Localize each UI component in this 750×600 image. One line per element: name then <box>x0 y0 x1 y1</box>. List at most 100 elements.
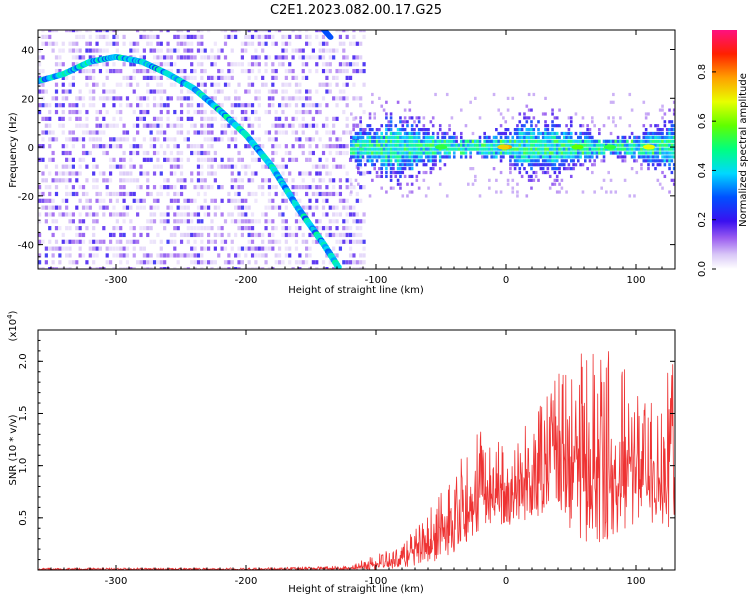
heatmap-cell <box>196 130 201 135</box>
heatmap-cell <box>237 62 241 67</box>
heatmap-cell <box>569 159 573 163</box>
heatmap-cell <box>98 109 103 115</box>
heatmap-cell <box>488 139 491 143</box>
heatmap-cell <box>125 253 130 258</box>
heatmap-cell <box>532 128 536 132</box>
heatmap-cell <box>469 100 472 104</box>
heatmap-cell <box>301 219 305 224</box>
heatmap-cell <box>68 137 72 142</box>
heatmap-cell <box>588 128 592 132</box>
heatmap-cell <box>408 143 412 147</box>
heatmap-cell <box>389 151 393 155</box>
heatmap-cell <box>129 41 133 46</box>
heatmap-cell <box>108 171 113 176</box>
heatmap-cell <box>271 198 275 203</box>
heatmap-xtick-label: 0 <box>503 275 509 286</box>
heatmap-cell <box>544 112 547 116</box>
heatmap-cell <box>277 144 282 149</box>
heatmap-cell <box>633 194 636 198</box>
heatmap-cell <box>267 246 272 251</box>
heatmap-cell <box>166 253 170 258</box>
heatmap-hotspot <box>604 144 616 150</box>
heatmap-cell <box>51 267 55 269</box>
heatmap-cell <box>315 171 319 176</box>
heatmap-cell <box>105 191 109 197</box>
heatmap-cell <box>359 239 363 244</box>
heatmap-cell <box>54 103 59 108</box>
heatmap-cell <box>321 41 326 46</box>
heatmap-cell <box>115 226 119 231</box>
heatmap-cell <box>183 185 187 190</box>
heatmap-cell <box>616 147 620 151</box>
heatmap-cell <box>574 112 578 116</box>
heatmap-cell <box>105 205 109 210</box>
heatmap-cell <box>230 198 234 203</box>
heatmap-cell <box>523 131 526 136</box>
heatmap-cell <box>410 116 414 120</box>
heatmap-cell <box>146 226 150 231</box>
heatmap-cell <box>75 239 79 244</box>
heatmap-cell <box>389 135 393 140</box>
heatmap-cell <box>115 164 119 169</box>
heatmap-cell <box>179 219 184 224</box>
heatmap-cell <box>572 167 575 171</box>
heatmap-cell <box>642 124 646 128</box>
heatmap-cell <box>598 131 601 136</box>
heatmap-cell <box>396 163 400 167</box>
heatmap-cell <box>234 253 238 258</box>
heatmap-cell <box>558 170 561 175</box>
heatmap-cell <box>548 163 552 167</box>
heatmap-cell <box>223 75 228 80</box>
heatmap-cell <box>527 147 531 151</box>
heatmap-cell <box>115 41 119 46</box>
heatmap-cell <box>352 123 356 128</box>
heatmap-cell <box>71 62 75 67</box>
heatmap-cell <box>541 131 545 136</box>
heatmap-cell <box>65 144 69 149</box>
heatmap-cell <box>274 30 278 33</box>
heatmap-cell <box>551 128 554 132</box>
heatmap-cell <box>375 131 379 136</box>
heatmap-cell <box>257 30 261 33</box>
heatmap-cell <box>530 124 533 128</box>
heatmap-cell <box>325 253 329 258</box>
heatmap-cell <box>200 82 204 87</box>
heatmap-cell <box>345 82 349 87</box>
heatmap-cell <box>520 163 524 167</box>
heatmap-cell <box>670 120 674 124</box>
heatmap-cell <box>48 239 52 244</box>
heatmap-cell <box>642 147 646 151</box>
heatmap-cell <box>399 163 402 167</box>
heatmap-cell <box>471 139 475 143</box>
heatmap-cell <box>368 147 372 151</box>
heatmap-cell <box>420 155 423 159</box>
heatmap-cell <box>71 30 75 33</box>
heatmap-cell <box>301 178 305 183</box>
heatmap-cell <box>261 82 265 87</box>
heatmap-cell <box>553 155 557 159</box>
heatmap-cell <box>530 143 533 147</box>
heatmap-cell <box>574 163 578 167</box>
heatmap-cell <box>169 48 174 53</box>
heatmap-cell <box>220 232 224 238</box>
heatmap-cell <box>593 124 596 128</box>
heatmap-cell <box>200 62 204 67</box>
heatmap-cell <box>467 182 470 186</box>
heatmap-cell <box>294 130 299 135</box>
heatmap-cell <box>532 178 536 182</box>
heatmap-cell <box>551 112 554 116</box>
heatmap-cell <box>274 123 278 128</box>
heatmap-cell <box>234 116 238 121</box>
heatmap-cell <box>450 116 454 120</box>
heatmap-cell <box>244 89 248 94</box>
heatmap-cell <box>41 41 45 46</box>
heatmap-cell <box>142 198 146 203</box>
heatmap-cell <box>38 253 42 258</box>
heatmap-cell <box>190 96 194 101</box>
heatmap-cell <box>186 239 190 244</box>
heatmap-cell <box>565 135 568 140</box>
heatmap-cell <box>661 143 664 147</box>
heatmap-cell <box>230 130 234 135</box>
heatmap-cell <box>301 205 305 210</box>
heatmap-cell <box>112 157 116 162</box>
